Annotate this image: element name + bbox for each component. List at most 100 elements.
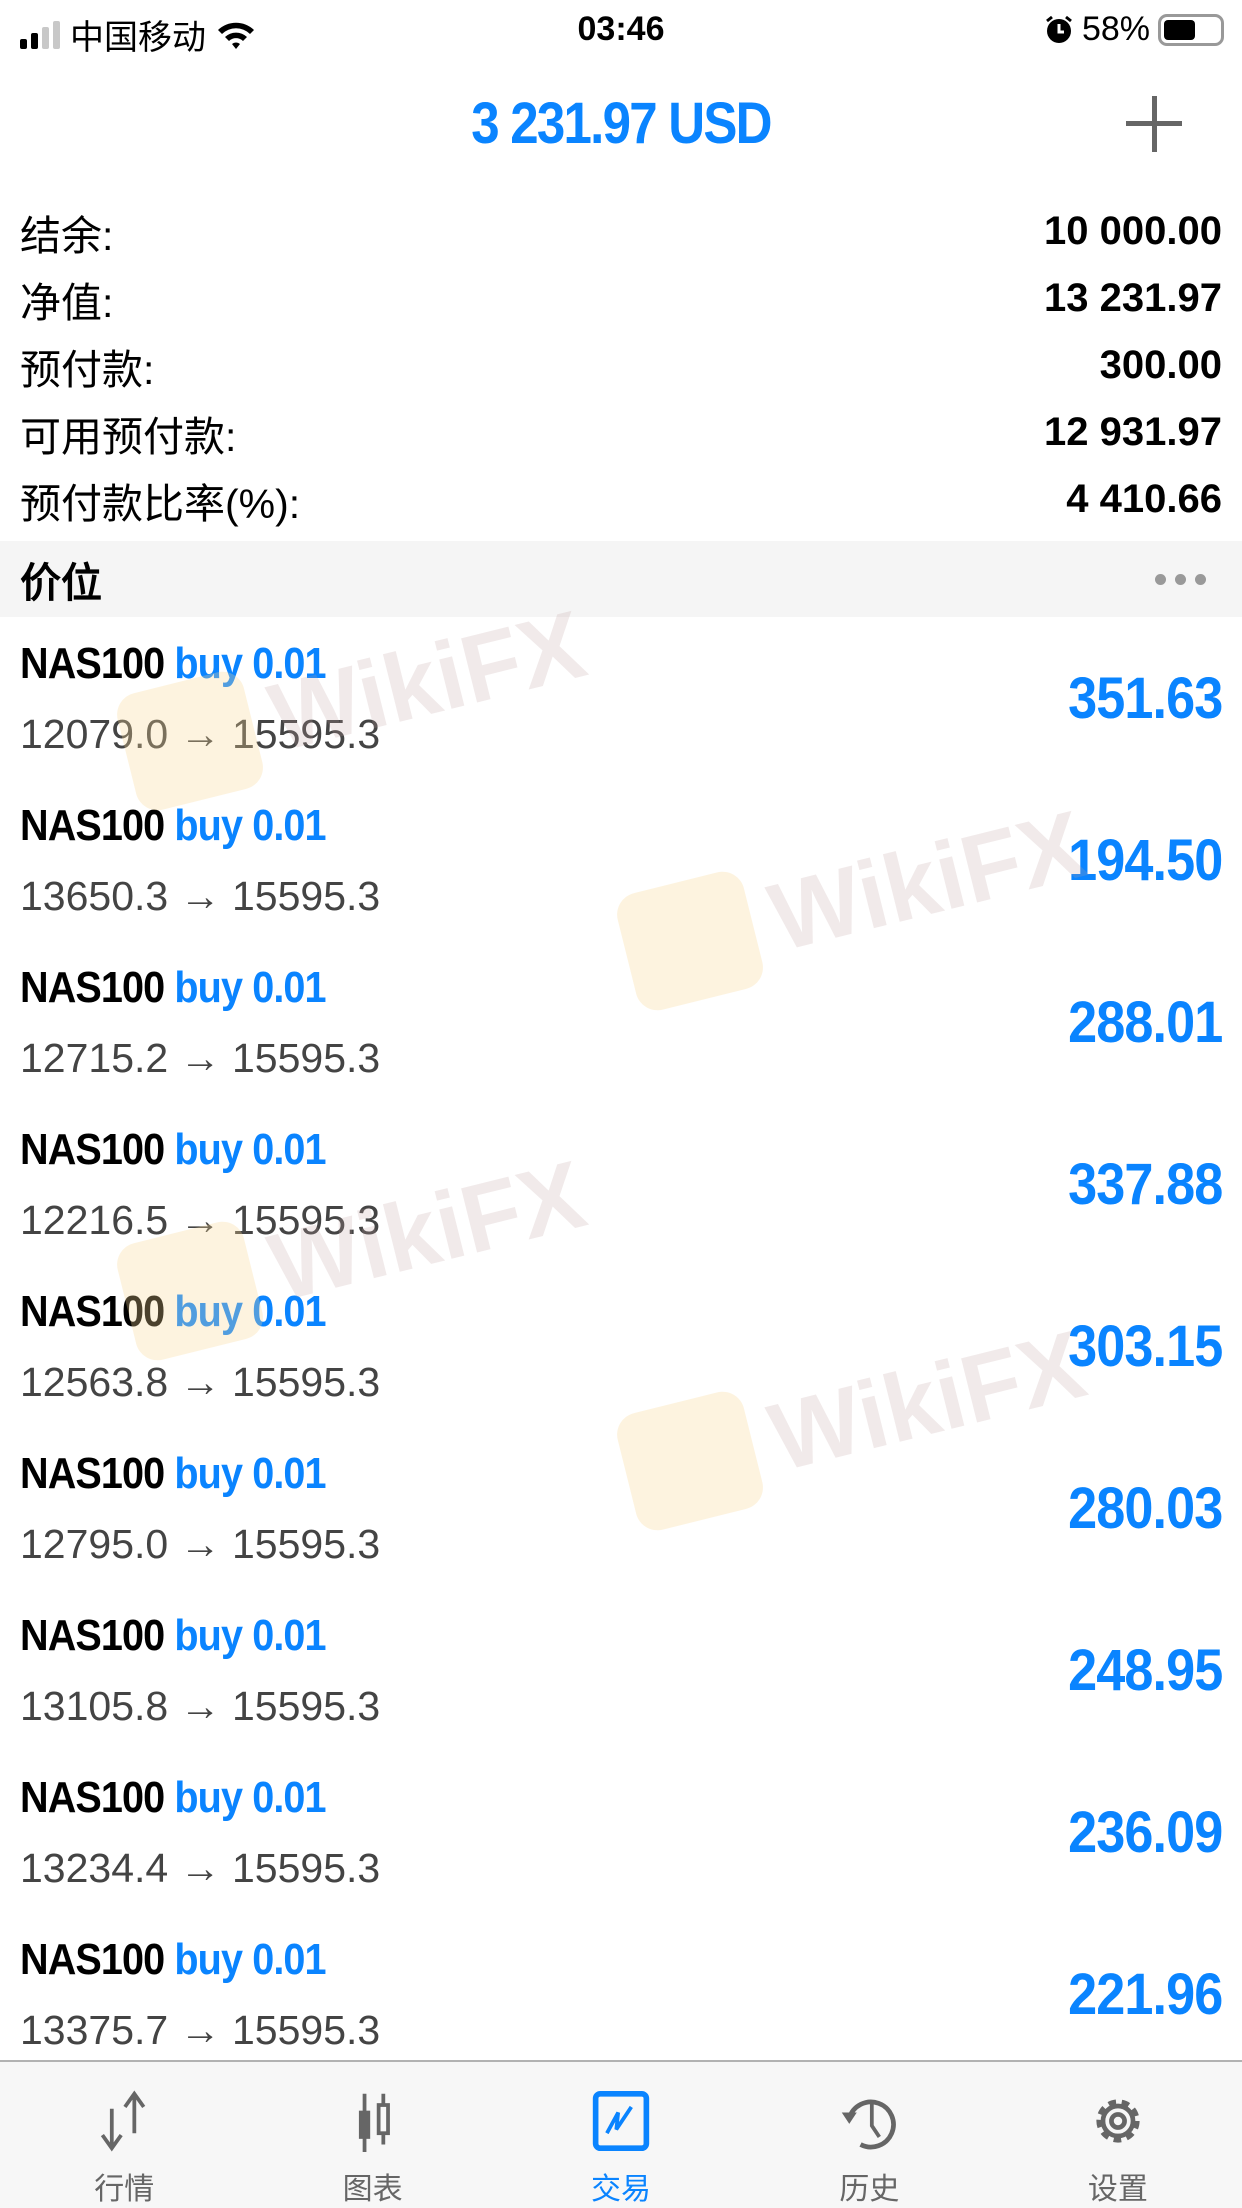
position-prices: 12795.0 → 15595.3: [20, 1521, 381, 1567]
tab-trade[interactable]: 交易: [497, 2062, 745, 2208]
position-symbol: NAS100: [20, 1125, 165, 1174]
position-title: NAS100 buy 0.01: [20, 1773, 327, 1823]
position-side-volume: buy 0.01: [174, 1773, 326, 1822]
position-title: NAS100 buy 0.01: [20, 1125, 327, 1175]
summary-row-free-margin: 可用预付款: 12 931.97: [0, 399, 1242, 466]
summary-label: 结余:: [20, 212, 114, 259]
position-side-volume: buy 0.01: [174, 639, 326, 688]
position-profit: 280.03: [1067, 1476, 1223, 1541]
gear-icon: [1096, 2099, 1140, 2143]
position-side-volume: buy 0.01: [174, 963, 326, 1012]
position-title: NAS100 buy 0.01: [20, 639, 327, 689]
position-row[interactable]: NAS100 buy 0.01 13105.8 → 15595.3 248.95: [0, 1589, 1242, 1751]
positions-list[interactable]: NAS100 buy 0.01 12079.0 → 15595.3 351.63…: [0, 617, 1242, 2060]
tab-label: 设置: [1087, 2173, 1148, 2206]
summary-label: 预付款:: [20, 346, 155, 393]
position-prices: 13234.4 → 15595.3: [20, 1845, 381, 1891]
position-profit: 236.09: [1067, 1800, 1223, 1865]
section-title: 价位: [20, 560, 102, 606]
position-side-volume: buy 0.01: [174, 1125, 326, 1174]
position-side-volume: buy 0.01: [174, 1935, 326, 1984]
position-row[interactable]: NAS100 buy 0.01 13650.3 → 15595.3 194.50: [0, 779, 1242, 941]
position-row[interactable]: NAS100 buy 0.01 13375.7 → 15595.3 221.96: [0, 1913, 1242, 2060]
position-title: NAS100 buy 0.01: [20, 1287, 327, 1337]
signal-icon: [20, 20, 60, 49]
position-row[interactable]: NAS100 buy 0.01 13234.4 → 15595.3 236.09: [0, 1751, 1242, 1913]
position-side-volume: buy 0.01: [174, 1449, 326, 1498]
position-side-volume: buy 0.01: [174, 1287, 326, 1336]
position-symbol: NAS100: [20, 1773, 165, 1822]
summary-row-margin: 预付款: 300.00: [0, 332, 1242, 399]
position-prices: 12079.0 → 15595.3: [20, 711, 381, 757]
positions-section-header: 价位: [0, 541, 1242, 617]
tab-settings[interactable]: 设置: [994, 2062, 1242, 2208]
position-symbol: NAS100: [20, 1287, 165, 1336]
position-prices: 13650.3 → 15595.3: [20, 873, 381, 919]
summary-value: 10 000.00: [1044, 209, 1222, 253]
wifi-icon: [218, 22, 254, 49]
summary-value: 4 410.66: [1066, 477, 1222, 521]
summary-label: 可用预付款:: [20, 413, 237, 460]
summary-value: 13 231.97: [1044, 276, 1222, 320]
header: 3 231.97 USD: [0, 62, 1242, 192]
history-clock-icon: [842, 2099, 897, 2150]
summary-row-equity: 净值: 13 231.97: [0, 265, 1242, 332]
position-title: NAS100 buy 0.01: [20, 801, 327, 851]
battery-percent: 58%: [1081, 10, 1150, 48]
position-profit: 351.63: [1067, 666, 1223, 731]
summary-value: 12 931.97: [1044, 410, 1222, 454]
tab-charts[interactable]: 图表: [248, 2062, 496, 2208]
position-side-volume: buy 0.01: [174, 801, 326, 850]
position-row[interactable]: NAS100 buy 0.01 12216.5 → 15595.3 337.88: [0, 1103, 1242, 1265]
position-side-volume: buy 0.01: [174, 1611, 326, 1660]
summary-row-balance: 结余: 10 000.00: [0, 198, 1242, 265]
position-prices: 12216.5 → 15595.3: [20, 1197, 381, 1243]
position-profit: 288.01: [1067, 990, 1223, 1055]
status-bar: 中国移动 03:46 58%: [0, 0, 1242, 62]
alarm-icon: [1046, 15, 1072, 43]
position-symbol: NAS100: [20, 801, 165, 850]
position-prices: 13105.8 → 15595.3: [20, 1683, 381, 1729]
position-title: NAS100 buy 0.01: [20, 1449, 327, 1499]
summary-row-margin-level: 预付款比率(%): 4 410.66: [0, 466, 1242, 533]
position-symbol: NAS100: [20, 1611, 165, 1660]
position-row[interactable]: NAS100 buy 0.01 12563.8 → 15595.3 303.15: [0, 1265, 1242, 1427]
position-symbol: NAS100: [20, 963, 165, 1012]
page-title: 3 231.97 USD: [471, 91, 772, 156]
tab-label: 历史: [839, 2173, 900, 2206]
position-profit: 221.96: [1067, 1962, 1223, 2027]
tab-history[interactable]: 历史: [745, 2062, 993, 2208]
clock: 03:46: [577, 10, 665, 48]
more-dots-icon[interactable]: [1155, 573, 1206, 585]
candlestick-icon: [358, 2093, 390, 2152]
position-profit: 248.95: [1067, 1638, 1223, 1703]
position-symbol: NAS100: [20, 1449, 165, 1498]
account-summary: 结余: 10 000.00 净值: 13 231.97 预付款: 300.00 可用预…: [0, 198, 1242, 533]
trade-chart-icon: [592, 2090, 650, 2152]
position-prices: 12563.8 → 15595.3: [20, 1359, 381, 1405]
summary-label: 净值:: [20, 279, 114, 326]
carrier-name: 中国移动: [70, 19, 206, 57]
tab-label: 行情: [94, 2173, 155, 2206]
carrier-group: 中国移动: [20, 10, 256, 59]
position-symbol: NAS100: [20, 1935, 165, 1984]
tab-label: 交易: [591, 2173, 652, 2206]
summary-label: 预付款比率(%):: [20, 480, 301, 527]
position-title: NAS100 buy 0.01: [20, 963, 327, 1013]
position-profit: 303.15: [1067, 1314, 1223, 1379]
battery-icon: [1158, 13, 1224, 46]
position-title: NAS100 buy 0.01: [20, 1935, 327, 1985]
position-row[interactable]: NAS100 buy 0.01 12795.0 → 15595.3 280.03: [0, 1427, 1242, 1589]
position-prices: 12715.2 → 15595.3: [20, 1035, 381, 1081]
tab-quotes[interactable]: 行情: [0, 2062, 248, 2208]
position-profit: 337.88: [1067, 1152, 1223, 1217]
summary-value: 300.00: [1099, 343, 1222, 387]
position-title: NAS100 buy 0.01: [20, 1611, 327, 1661]
position-row[interactable]: NAS100 buy 0.01 12079.0 → 15595.3 351.63: [0, 617, 1242, 779]
tab-label: 图表: [342, 2173, 403, 2206]
position-symbol: NAS100: [20, 639, 165, 688]
status-right: 58%: [1044, 10, 1224, 49]
position-prices: 13375.7 → 15595.3: [20, 2007, 381, 2053]
plus-icon[interactable]: [1126, 96, 1182, 152]
position-row[interactable]: NAS100 buy 0.01 12715.2 → 15595.3 288.01: [0, 941, 1242, 1103]
